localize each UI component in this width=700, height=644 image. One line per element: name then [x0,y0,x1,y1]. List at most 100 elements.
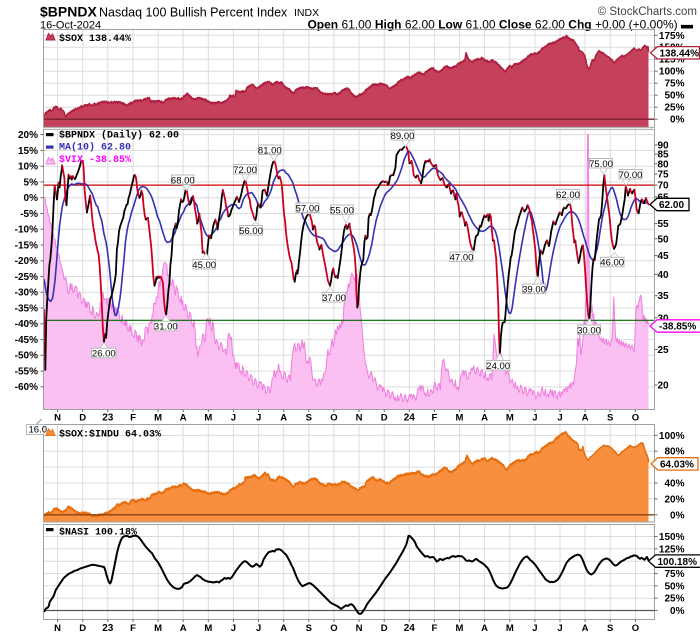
svg-text:-38.85%: -38.85% [659,322,696,333]
svg-text:24.00: 24.00 [486,361,510,372]
svg-text:-20%: -20% [15,256,38,267]
svg-text:47.00: 47.00 [450,252,474,263]
svg-text:D: D [381,623,388,634]
svg-text:S: S [306,623,312,634]
svg-text:75%: 75% [664,569,684,580]
svg-text:81.00: 81.00 [258,145,282,156]
svg-text:138.44%: 138.44% [660,49,700,60]
svg-text:5%: 5% [24,177,39,188]
svg-text:-5%: -5% [20,209,38,220]
svg-text:46.00: 46.00 [600,258,624,269]
svg-text:55.00: 55.00 [330,205,354,216]
svg-text:75%: 75% [664,79,684,90]
svg-text:J: J [532,623,537,634]
svg-text:90: 90 [658,141,670,152]
svg-text:A: A [180,623,187,634]
svg-text:J: J [256,623,261,634]
svg-text:75: 75 [658,170,670,181]
svg-text:M: M [204,413,212,424]
svg-text:0%: 0% [670,606,685,617]
svg-text:150%: 150% [659,532,685,543]
svg-text:D: D [79,623,86,634]
svg-text:M: M [456,413,464,424]
svg-text:M: M [154,413,162,424]
svg-text:A: A [180,413,187,424]
svg-text:20%: 20% [18,130,38,141]
svg-text:24: 24 [404,413,416,424]
svg-text:15%: 15% [18,146,38,157]
svg-text:S: S [306,413,312,424]
svg-text:25: 25 [658,345,670,356]
svg-text:125%: 125% [659,544,685,555]
svg-text:$BPNDX: $BPNDX [40,4,97,20]
svg-text:0%: 0% [24,193,39,204]
svg-text:$SOX 138.44%: $SOX 138.44% [59,33,131,45]
svg-text:J: J [231,413,236,424]
svg-text:30.00: 30.00 [577,325,601,336]
svg-text:68.00: 68.00 [171,175,195,186]
svg-text:50%: 50% [664,91,684,102]
svg-text:30: 30 [658,313,670,324]
svg-text:Nasdaq 100 Bullish Percent Ind: Nasdaq 100 Bullish Percent Index [99,6,288,20]
svg-text:125%: 125% [659,55,685,66]
svg-text:J: J [256,413,261,424]
svg-text:M: M [204,623,212,634]
svg-text:100%: 100% [659,431,685,442]
svg-text:$VIX -38.85%: $VIX -38.85% [59,154,131,166]
svg-text:© StockCharts.com: © StockCharts.com [598,6,697,18]
svg-text:100%: 100% [659,67,685,78]
svg-text:62.00: 62.00 [556,190,580,201]
svg-text:100.18%: 100.18% [658,557,698,568]
svg-text:55: 55 [658,219,670,230]
svg-text:O: O [632,413,639,424]
svg-text:O: O [330,413,337,424]
svg-text:75.00: 75.00 [589,159,613,170]
svg-text:70.00: 70.00 [619,170,643,181]
svg-text:F: F [130,623,136,634]
svg-text:A: A [481,623,488,634]
svg-text:25%: 25% [664,103,684,114]
svg-text:175%: 175% [659,31,685,42]
svg-text:A: A [280,413,287,424]
svg-text:16.0: 16.0 [29,425,48,436]
svg-text:-45%: -45% [15,335,38,346]
svg-text:INDX: INDX [294,7,319,19]
svg-text:F: F [431,413,437,424]
svg-text:72.00: 72.00 [233,165,257,176]
svg-text:MA(10) 62.80: MA(10) 62.80 [59,142,131,154]
svg-text:57.00: 57.00 [296,203,320,214]
svg-text:J: J [557,623,562,634]
svg-text:J: J [532,413,537,424]
svg-text:37.00: 37.00 [322,293,346,304]
svg-text:50: 50 [658,234,670,245]
svg-text:A: A [280,623,287,634]
svg-text:62.00: 62.00 [659,200,684,211]
svg-text:N: N [54,413,61,424]
svg-text:M: M [506,623,514,634]
svg-text:0%: 0% [670,510,685,521]
svg-text:0%: 0% [670,115,685,126]
svg-text:A: A [481,413,488,424]
svg-text:$SOX:$INDU 64.03%: $SOX:$INDU 64.03% [59,429,161,441]
svg-text:A: A [582,623,589,634]
svg-text:45.00: 45.00 [192,260,216,271]
svg-text:35: 35 [658,291,670,302]
svg-text:S: S [607,623,613,634]
svg-text:-50%: -50% [15,351,38,362]
svg-text:31.00: 31.00 [154,322,178,333]
svg-text:N: N [356,413,363,424]
svg-text:24: 24 [404,623,416,634]
svg-text:89.00: 89.00 [391,131,415,142]
svg-text:80%: 80% [664,447,684,458]
svg-text:20: 20 [658,381,670,392]
svg-text:23: 23 [102,623,114,634]
svg-text:25%: 25% [664,594,684,605]
svg-text:39.00: 39.00 [522,284,546,295]
svg-text:D: D [381,413,388,424]
svg-text:O: O [632,623,639,634]
svg-text:64.03%: 64.03% [660,460,694,471]
svg-text:16-Oct-2024: 16-Oct-2024 [40,20,101,32]
svg-text:M: M [154,623,162,634]
svg-text:F: F [431,623,437,634]
svg-text:-25%: -25% [15,272,38,283]
